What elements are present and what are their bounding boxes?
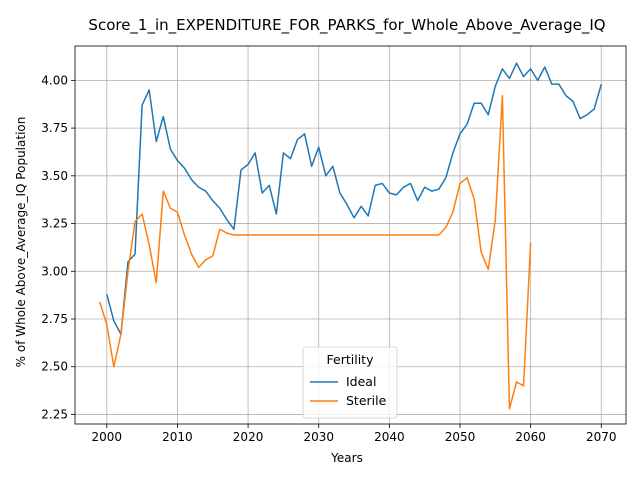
x-tick-label: 2010 [162, 430, 193, 444]
legend: Fertility Ideal Sterile [302, 346, 398, 419]
y-tick-label: 2.75 [41, 312, 68, 326]
x-tick-label: 2070 [586, 430, 617, 444]
y-tick-label: 3.75 [41, 121, 68, 135]
x-tick-label: 2020 [233, 430, 264, 444]
series-line-ideal [106, 62, 603, 336]
legend-label-sterile: Sterile [346, 393, 387, 408]
y-tick-label: 2.25 [41, 407, 68, 421]
y-tick-label: 3.00 [41, 264, 68, 278]
chart-title: Score_1_in_EXPENDITURE_FOR_PARKS_for_Who… [88, 16, 605, 35]
x-tick-label: 2060 [515, 430, 546, 444]
series-line-sterile [99, 94, 532, 410]
x-tick-label: 2050 [445, 430, 476, 444]
axes-frame [74, 45, 627, 425]
x-tick-label: 2040 [374, 430, 405, 444]
y-tick-label: 3.25 [41, 217, 68, 231]
series-layer [99, 62, 603, 410]
y-tick-label: 2.50 [41, 360, 68, 374]
y-tick-label: 3.50 [41, 169, 68, 183]
legend-label-ideal: Ideal [346, 374, 376, 389]
x-axis-label: Years [330, 451, 363, 465]
y-tick-label: 4.00 [41, 73, 68, 87]
x-tick-label: 2000 [92, 430, 123, 444]
x-axis-ticks: 2000 2010 2020 2030 2040 2050 2060 2070 [92, 424, 617, 444]
legend-title: Fertility [327, 352, 375, 367]
y-axis-ticks: 2.25 2.50 2.75 3.00 3.25 3.50 3.75 4.00 [41, 73, 75, 421]
x-tick-label: 2030 [303, 430, 334, 444]
y-axis-label: % of Whole Above_Average_IQ Population [14, 117, 28, 368]
